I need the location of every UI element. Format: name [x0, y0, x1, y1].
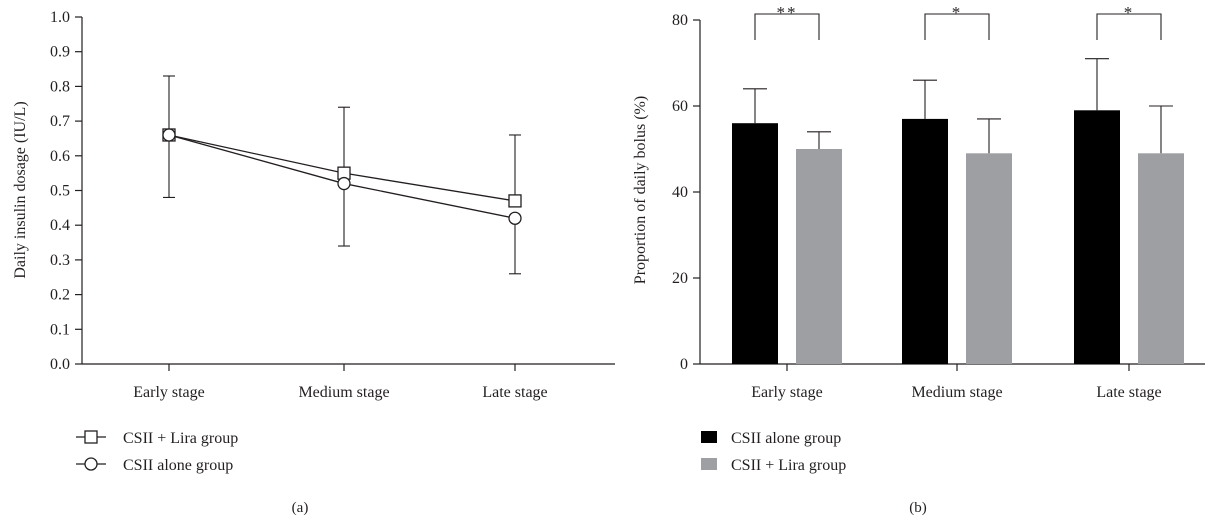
panel-a-label: (a)	[292, 500, 309, 516]
panel-a-x-tick-label: Early stage	[133, 384, 205, 401]
panel-a-y-tick-label: 0.3	[50, 252, 70, 269]
panel-b-significance-marker: *	[952, 3, 963, 22]
panel-a-y-tick-label: 0.9	[50, 44, 70, 61]
panel-a-y-tick-label: 1.0	[50, 9, 70, 26]
panel-b-x-tick-label: Early stage	[751, 384, 823, 401]
panel-b-bar	[966, 153, 1012, 364]
panel-b-y-tick-label: 60	[672, 98, 688, 115]
panel-a-y-tick-label: 0.1	[50, 321, 70, 338]
panel-b-bar	[732, 123, 778, 364]
panel-a-line-chart: 0.0 0.1 0.2 0.3 0.4 0.5 0.6 0.7 0.8 0.9 1.0 Early …	[12, 9, 615, 516]
panel-a-y-axis: 0.0 0.1 0.2 0.3 0.4 0.5 0.6 0.7 0.8 0.9 1.0	[50, 9, 83, 373]
panel-b-bar	[1074, 110, 1120, 364]
panel-a-x-tick-label: Late stage	[482, 384, 547, 401]
panel-b-legend-swatch	[701, 458, 717, 470]
panel-b-x-tick-label: Medium stage	[911, 384, 1002, 401]
panel-b-y-tick-label: 80	[672, 12, 688, 29]
panel-b-bar	[796, 149, 842, 364]
panel-b-significance-marker: **	[777, 3, 798, 22]
panel-a-y-tick-label: 0.8	[50, 78, 70, 95]
panel-b-x-tick-label: Late stage	[1096, 384, 1161, 401]
panel-a-point-circle	[508, 211, 522, 225]
panel-a-y-tick-label: 0.0	[50, 356, 70, 373]
panel-a-series	[162, 75, 522, 275]
panel-a-y-tick-label: 0.7	[50, 113, 70, 130]
panel-b-y-tick-label: 20	[672, 270, 688, 287]
panel-b-significance: ** * *	[754, 3, 1162, 40]
panel-a-legend-circle-marker	[84, 457, 98, 471]
panel-b-bar	[902, 118, 948, 365]
panel-a-point-circle	[162, 128, 176, 142]
panel-b-legend-label: CSII alone group	[731, 430, 841, 447]
panel-b-bar	[1138, 153, 1184, 364]
panel-a-legend-label: CSII alone group	[123, 457, 233, 474]
panel-b-legend-swatch	[701, 431, 717, 443]
panel-b-y-axis-label: Proportion of daily bolus (%)	[632, 96, 649, 284]
panel-b-bars	[732, 58, 1184, 365]
panel-a-y-tick-label: 0.4	[50, 217, 70, 234]
panel-b-label: (b)	[909, 500, 927, 516]
panel-a-point-circle	[337, 176, 351, 191]
panel-b-y-tick-label: 40	[672, 184, 688, 201]
panel-b-significance-bracket	[924, 13, 990, 40]
panel-a-legend: CSII + Lira group CSII alone group	[76, 430, 238, 474]
panel-b-significance-bracket	[754, 13, 820, 40]
panel-a-x-axis: Early stage Medium stage Late stage	[82, 363, 615, 401]
panel-b-x-axis: Early stage Medium stage Late stage	[700, 363, 1205, 401]
panel-a-y-tick-label: 0.2	[50, 287, 70, 304]
panel-b-legend: CSII alone group CSII + Lira group	[701, 430, 846, 474]
panel-b-significance-bracket	[1096, 13, 1162, 40]
panel-b-bar-chart: 0 20 40 60 80 Early stage Medium stage Late st…	[632, 3, 1205, 516]
panel-a-y-tick-label: 0.6	[50, 148, 70, 165]
panel-b-significance-marker: *	[1124, 3, 1135, 22]
panel-a-point-square	[508, 194, 522, 208]
panel-a-y-tick-label: 0.5	[50, 183, 70, 200]
panel-b-legend-label: CSII + Lira group	[731, 457, 846, 474]
panel-a-legend-square-marker	[84, 430, 98, 444]
panel-b-y-tick-label: 0	[680, 356, 688, 373]
panel-a-y-axis-label: Daily insulin dosage (IU/L)	[12, 101, 29, 278]
panel-a-x-tick-label: Medium stage	[298, 384, 389, 401]
panel-b-y-axis: 0 20 40 60 80	[672, 12, 701, 373]
panel-a-legend-label: CSII + Lira group	[123, 430, 238, 447]
